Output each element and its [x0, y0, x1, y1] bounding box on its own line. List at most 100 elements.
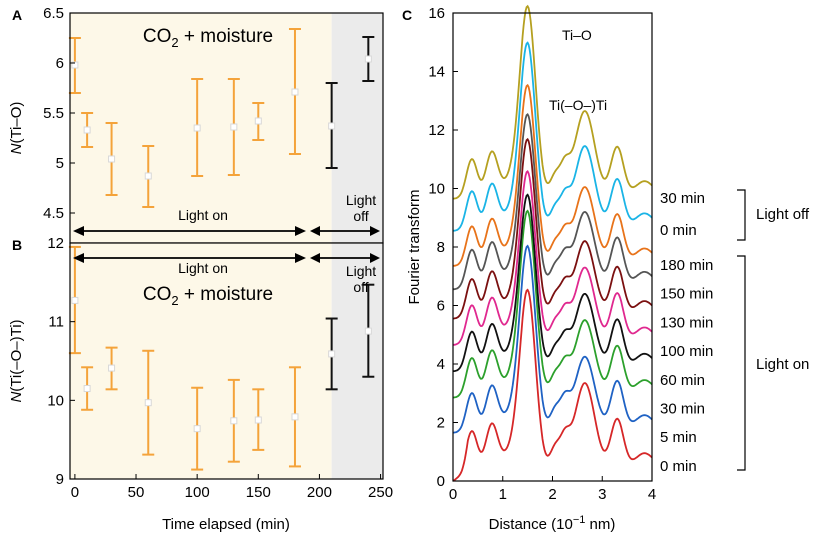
panel-b-point-light-on-0 [71, 296, 79, 304]
panel-c-spectrum-2 [453, 209, 653, 399]
panel-c-spectrum-8 [452, 41, 653, 232]
panel-a-point-light-on-2 [108, 155, 116, 163]
panel-a: 4.5 5 5.5 6 6.5 A N(Ti–O) CO2 + moisture Lig… [8, 5, 384, 244]
panel-a-point-light-on-7 [291, 88, 299, 96]
panel-c-time-label-light-on: 180 min [660, 257, 713, 274]
panel-b-point-light-on-7 [291, 413, 299, 421]
panel-a-y-tick-label: 4.5 [43, 205, 64, 222]
panel-b-error-bar-light-on-3 [142, 349, 155, 456]
panel-a-point-light-on-4 [193, 124, 201, 132]
panel-c-spectrum-0 [452, 288, 653, 482]
panel-c-spectrum-3 [452, 193, 653, 373]
panel-a-light-on-arrow [73, 226, 306, 236]
panel-b-y-tick-label: 10 [47, 392, 64, 409]
panel-b-x-label: Time elapsed (min) [162, 516, 290, 533]
panel-b-error-bar-light-on-6 [252, 388, 265, 451]
panel-c-x-tick-label: 1 [499, 486, 507, 503]
panel-b-x-tick-label: 0 [71, 484, 79, 501]
panel-c-spectrum-9 [453, 4, 653, 200]
panel-a-light-on-label: Light on [178, 207, 228, 223]
panel-c-peak-label-ti-o: Ti–O [562, 27, 592, 43]
panel-b-error-bar-light-on-7 [288, 366, 301, 468]
panel-a-point-light-off-1 [364, 55, 372, 63]
panel-c-time-label-light-on: 5 min [660, 429, 697, 446]
panel-b-point-light-on-3 [144, 399, 152, 407]
panel-b-point-light-off-1 [364, 327, 372, 335]
panel-b: 9 10 11 12 0 50 100 150 200 250 B N(Ti(–O–)Ti) T… [8, 235, 393, 533]
panel-b-y-axis: 9 10 11 12 [47, 235, 75, 488]
panel-b-point-light-on-4 [193, 425, 201, 433]
panel-c-y-tick-label: 12 [428, 122, 445, 139]
panel-c-light-on-bracket [737, 255, 746, 471]
panel-c-x-tick-label: 4 [648, 486, 656, 503]
panel-a-light-off-label-line2: off [353, 208, 368, 224]
panel-b-y-tick-label: 12 [47, 235, 64, 252]
panel-c-light-on-group-label: Light on [756, 356, 809, 373]
panel-b-x-tick-label: 100 [185, 484, 210, 501]
panel-a-error-bar-light-on-0 [68, 37, 81, 94]
panel-b-point-light-on-1 [83, 385, 91, 393]
panel-a-error-bar-light-on-5 [227, 78, 240, 176]
panel-b-point-light-off-0 [328, 350, 336, 358]
panel-c-y-tick-label: 4 [437, 356, 445, 373]
panel-a-condition-title: CO2 + moisture [143, 26, 273, 50]
panel-a-y-tick-label: 6.5 [43, 5, 64, 22]
panel-c-spectrum-7 [452, 83, 653, 267]
panel-b-point-light-on-2 [108, 364, 116, 372]
panel-a-point-light-on-6 [254, 117, 262, 125]
panel-c-time-label-light-on: 150 min [660, 286, 713, 303]
panel-b-light-on-arrow [73, 253, 306, 263]
panel-c-light-off-group-label: Light off [756, 206, 810, 223]
panel-c-time-label-light-on: 0 min [660, 458, 697, 475]
panel-c-time-label-light-on: 100 min [660, 343, 713, 360]
panel-a-light-off-region [331, 13, 383, 243]
panel-b-error-bar-light-on-1 [81, 366, 94, 411]
panel-a-error-bar-light-on-7 [288, 28, 301, 155]
panel-c-y-tick-label: 6 [437, 298, 445, 315]
panel-a-letter: A [12, 7, 22, 23]
panel-c-spectra [452, 4, 653, 482]
panel-b-error-bar-light-off-0 [325, 317, 338, 391]
panel-a-y-tick-label: 5 [56, 155, 64, 172]
panel-c-spectrum-1 [453, 244, 653, 434]
panel-c-y-tick-label: 0 [437, 473, 445, 490]
panel-c-time-label-light-on: 30 min [660, 401, 705, 418]
panel-a-error-bar-light-on-4 [191, 78, 204, 177]
panel-c-light-off-bracket [737, 189, 746, 241]
panel-c-y-tick-label: 16 [428, 5, 445, 22]
panel-b-error-bar-light-on-0 [68, 245, 81, 355]
panel-b-light-on-region [70, 243, 332, 479]
panel-a-light-off-label-line1: Light [346, 192, 376, 208]
panel-c-time-label-light-off: 0 min [660, 222, 697, 239]
panel-b-light-on-label: Light on [178, 260, 228, 276]
panel-c-y-tick-label: 2 [437, 415, 445, 432]
panel-a-point-light-on-5 [230, 123, 238, 131]
panel-c-y-tick-label: 8 [437, 239, 445, 256]
panel-a-point-light-on-1 [83, 126, 91, 134]
panel-b-condition-title: CO2 + moisture [143, 284, 273, 308]
panel-b-x-tick-label: 250 [368, 484, 393, 501]
panel-c-y-label: Fourier transform [406, 189, 423, 304]
panel-a-error-bar-light-on-3 [142, 145, 155, 208]
panel-b-error-bar-light-on-5 [227, 378, 240, 463]
panel-b-x-tick-label: 150 [246, 484, 271, 501]
panel-b-error-bar-light-off-1 [362, 283, 375, 378]
panel-c-time-label-light-on: 130 min [660, 314, 713, 331]
panel-a-point-light-off-0 [328, 122, 336, 130]
panel-c-x-label: Distance (10−1 nm) [489, 514, 616, 533]
panel-c-peak-label-ti-o-ti: Ti(–O–)Ti [549, 97, 607, 113]
panel-b-light-off-label-line2: off [353, 279, 368, 295]
panel-b-light-off-label-line1: Light [346, 263, 376, 279]
panel-b-x-axis: 0 50 100 150 200 250 [71, 474, 393, 501]
panel-b-data-points [68, 245, 375, 471]
panel-c-y-tick-label: 14 [428, 64, 445, 81]
panel-a-error-bar-light-on-1 [81, 112, 94, 148]
panel-c-time-label-light-off: 30 min [660, 190, 705, 207]
panel-c-x-axis: 0 1 2 3 4 [449, 476, 656, 503]
panel-b-light-off-arrow [310, 253, 380, 263]
panel-c-time-label-light-on: 60 min [660, 372, 705, 389]
panel-a-error-bar-light-on-6 [252, 102, 265, 141]
panel-c-x-tick-label: 3 [598, 486, 606, 503]
panel-a-y-tick-label: 5.5 [43, 105, 64, 122]
panel-a-error-bar-light-on-2 [105, 122, 118, 196]
